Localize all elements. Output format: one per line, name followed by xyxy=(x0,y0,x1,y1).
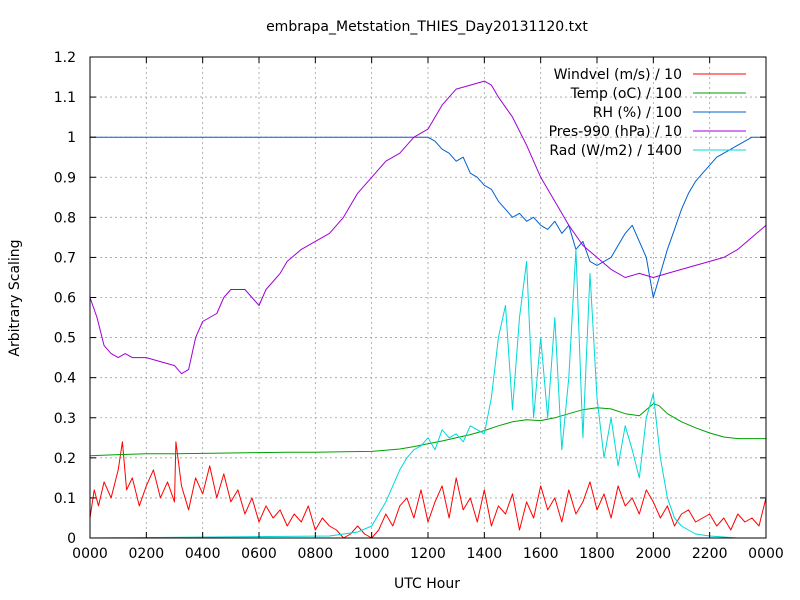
y-tick-label: 0 xyxy=(67,531,76,547)
legend-label: Temp (oC) / 100 xyxy=(570,86,682,102)
x-tick-label: 1200 xyxy=(410,546,446,562)
y-tick-label: 0.3 xyxy=(54,411,76,427)
legend: Windvel (m/s) / 10 Temp (oC) / 100 RH (%) … xyxy=(549,67,746,159)
x-tick-label: 1000 xyxy=(354,546,390,562)
y-tick-label: 0.1 xyxy=(54,491,76,507)
y-tick-label: 0.4 xyxy=(54,371,76,387)
series-line-2 xyxy=(89,403,766,457)
x-tick-label: 0400 xyxy=(185,546,221,562)
x-tick-label: 1400 xyxy=(467,546,503,562)
chart-title: embrapa_Metstation_THIES_Day20131120.txt xyxy=(266,19,588,35)
series-line-1 xyxy=(89,441,767,539)
y-tick-label: 0.7 xyxy=(54,250,76,266)
legend-label: Rad (W/m2) / 1400 xyxy=(549,143,682,159)
series-line-5 xyxy=(89,248,766,539)
x-tick-label: 0000 xyxy=(72,546,108,562)
y-tick-label: 0.5 xyxy=(54,331,76,347)
x-tick-label: 1600 xyxy=(523,546,559,562)
y-tick-labels: 0 0.1 0.2 0.3 0.4 0.5 0.6 0.7 0.8 0.9 1 1.1 1.2 xyxy=(54,50,76,547)
x-tick-label: 0600 xyxy=(241,546,277,562)
y-tick-label: 0.8 xyxy=(54,210,76,226)
axis-ticks xyxy=(89,56,767,539)
y-tick-label: 1.1 xyxy=(54,90,76,106)
x-tick-label: 2200 xyxy=(692,546,728,562)
x-axis-label: UTC Hour xyxy=(394,576,460,592)
x-tick-label: 2000 xyxy=(636,546,672,562)
y-tick-label: 1.2 xyxy=(54,50,76,66)
x-tick-labels: 0000 0200 0400 0600 0800 1000 1200 1400 1600 1800… xyxy=(72,546,784,562)
x-tick-label: 1800 xyxy=(579,546,615,562)
x-tick-label: 0800 xyxy=(298,546,334,562)
legend-label: Windvel (m/s) / 10 xyxy=(554,67,682,83)
y-tick-label: 0.2 xyxy=(54,451,76,467)
x-tick-label: 0200 xyxy=(129,546,165,562)
y-tick-label: 0.9 xyxy=(54,170,76,186)
legend-label: RH (%) / 100 xyxy=(593,105,682,121)
series-line-4 xyxy=(89,80,767,375)
series-line-3 xyxy=(90,136,766,298)
legend-label: Pres-990 (hPa) / 10 xyxy=(549,124,682,140)
y-tick-label: 0.6 xyxy=(54,291,76,307)
y-axis-label: Arbitrary Scaling xyxy=(7,239,23,356)
series-lines xyxy=(89,80,767,539)
x-tick-label: 0000 xyxy=(748,546,784,562)
y-tick-label: 1 xyxy=(67,130,76,146)
